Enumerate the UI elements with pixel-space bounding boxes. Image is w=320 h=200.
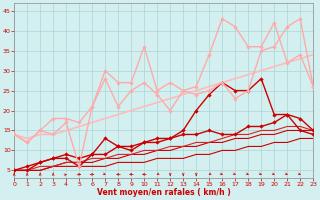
- X-axis label: Vent moyen/en rafales ( km/h ): Vent moyen/en rafales ( km/h ): [97, 188, 230, 197]
